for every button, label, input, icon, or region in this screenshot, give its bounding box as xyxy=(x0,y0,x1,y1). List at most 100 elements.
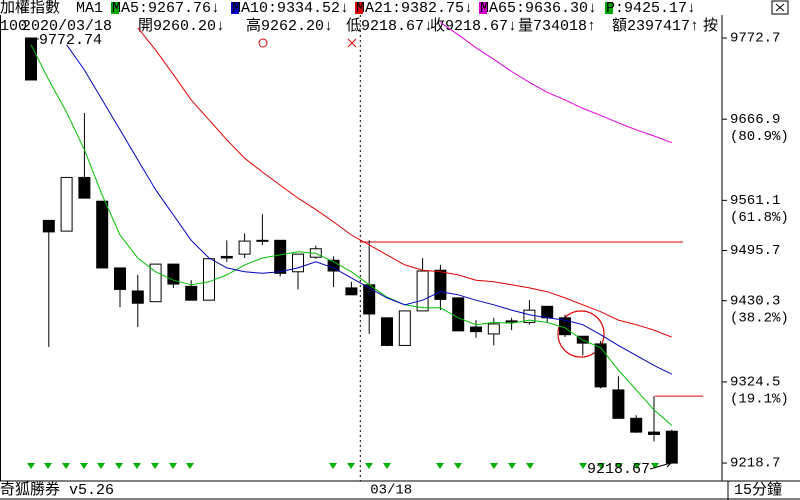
info-item: 低9218.67↓ xyxy=(346,17,433,35)
info-item: 高9262.20↓ xyxy=(246,17,333,35)
y-tick-label: 9324.5 xyxy=(730,375,780,391)
info-item: 額2397417↑ xyxy=(612,17,699,35)
signal-marker xyxy=(169,463,177,469)
signal-marker xyxy=(615,463,623,469)
indicator: MA21:9382.75↓ xyxy=(356,0,473,17)
candle-body xyxy=(345,287,358,296)
signal-marker xyxy=(151,463,159,469)
indicator: MA65:9636.30↓ xyxy=(480,0,597,17)
info-item: 2020/03/18 xyxy=(22,18,112,35)
candle-body xyxy=(131,290,144,304)
indicator: MA5:9267.76↓ xyxy=(112,0,220,17)
signal-marker xyxy=(651,463,659,469)
signal-marker xyxy=(115,463,123,469)
signal-marker xyxy=(436,463,444,469)
signal-marker xyxy=(579,463,587,469)
indicator-swatch xyxy=(479,2,487,14)
signal-marker xyxy=(526,463,534,469)
signal-marker xyxy=(633,463,641,469)
signal-marker xyxy=(490,463,498,469)
candle-body xyxy=(42,219,55,233)
candle-body xyxy=(434,269,447,300)
candle-body xyxy=(149,263,162,303)
info-item: 開9260.20↓ xyxy=(138,18,225,35)
candle-body xyxy=(541,305,554,319)
highlight-circle xyxy=(557,310,605,358)
y-tick-note: (38.2%) xyxy=(730,310,789,326)
candle-body xyxy=(238,240,251,255)
indicator-swatch xyxy=(111,2,119,14)
candle-body xyxy=(274,239,287,274)
signal-marker xyxy=(597,463,605,469)
y-tick-label: 9772.7 xyxy=(730,31,780,47)
indicator-swatch xyxy=(605,2,613,14)
marker-circle xyxy=(258,38,268,48)
indicator: MA10:9334.52↓ xyxy=(232,0,349,17)
indicator-swatch xyxy=(355,2,363,14)
header-period: MA1 xyxy=(76,0,103,17)
candle-body xyxy=(594,343,607,388)
y-tick-note: (80.9%) xyxy=(730,129,789,145)
signal-marker xyxy=(27,463,35,469)
candle-body xyxy=(665,430,678,464)
y-tick-note: (19.1%) xyxy=(730,392,789,408)
info-item: 100 xyxy=(0,18,27,35)
candle-body xyxy=(452,297,465,332)
candle-body xyxy=(363,284,376,315)
indicator-swatch xyxy=(231,2,239,14)
marker-cross xyxy=(347,38,357,48)
signal-marker xyxy=(347,463,355,469)
candle-body xyxy=(220,255,233,259)
y-tick-label: 9561.1 xyxy=(730,193,780,209)
candle-body xyxy=(60,176,73,232)
candle-body xyxy=(398,310,411,346)
candle-body xyxy=(630,417,643,433)
signal-marker xyxy=(80,463,88,469)
signal-marker xyxy=(44,463,52,469)
candle-body xyxy=(292,253,304,273)
signal-marker xyxy=(186,463,194,469)
candle-body xyxy=(25,37,37,81)
signal-marker xyxy=(383,463,391,469)
signal-marker xyxy=(365,463,373,469)
candle-body xyxy=(470,326,482,333)
candle-body xyxy=(114,267,126,290)
y-tick-label: 9666.9 xyxy=(730,112,780,128)
candle-body xyxy=(487,323,500,335)
candle-body xyxy=(203,258,215,301)
y-tick-label: 9430.3 xyxy=(730,293,780,309)
signal-marker xyxy=(329,463,337,469)
window-button-icon xyxy=(775,3,785,12)
candle-body xyxy=(381,317,393,346)
candle-body xyxy=(416,270,429,312)
candle-body xyxy=(256,239,269,242)
candle-body xyxy=(648,431,660,435)
annotation-pointer xyxy=(649,460,672,470)
info-item: 按 xyxy=(703,17,718,35)
ma-line xyxy=(137,27,672,338)
y-tick-label: 9495.7 xyxy=(730,243,780,259)
signal-marker xyxy=(508,463,516,469)
interval: 15分鐘 xyxy=(734,481,782,499)
ma-line xyxy=(30,44,673,426)
candle-body xyxy=(167,263,180,285)
indicator: P:9425.17↓ xyxy=(606,0,696,17)
ma-line xyxy=(66,44,673,375)
signal-marker xyxy=(454,463,462,469)
high-annotation: 9772.74 xyxy=(39,32,102,49)
info-item: 收9218.67↓ xyxy=(430,17,517,35)
signal-marker xyxy=(62,463,70,469)
candle-body xyxy=(505,320,518,323)
candle-body xyxy=(612,389,625,419)
signal-marker xyxy=(97,463,105,469)
low-annotation: 9218.67 xyxy=(587,461,650,478)
x-tick-label: 03/18 xyxy=(370,483,412,499)
ma-line xyxy=(440,21,672,144)
signal-marker xyxy=(133,463,141,469)
candle-body xyxy=(185,285,198,301)
candle-body xyxy=(78,176,91,199)
info-item: 量734018↑ xyxy=(518,18,596,35)
candle-body xyxy=(96,200,109,269)
candle-body xyxy=(523,309,536,323)
